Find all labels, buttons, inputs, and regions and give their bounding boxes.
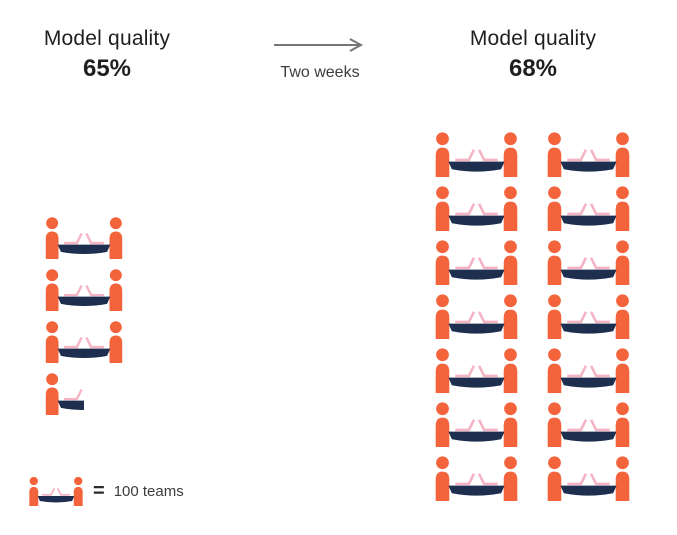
legend-label: 100 teams [113, 482, 184, 500]
transition: Two weeks [271, 36, 369, 82]
team-icon [546, 455, 631, 501]
team-icon [434, 185, 519, 231]
team-icon [546, 131, 631, 177]
team-icon [434, 401, 519, 447]
team-icon [28, 476, 84, 506]
team-icon [434, 347, 519, 393]
left-panel-header: Model quality 65% [27, 27, 187, 83]
left-panel-value: 65% [82, 55, 132, 82]
team-icon [44, 372, 84, 415]
team-icon [546, 293, 631, 339]
team-icon [546, 347, 631, 393]
team-icon [434, 239, 519, 285]
legend: = 100 teams [28, 476, 184, 506]
right-icon-group [434, 131, 631, 501]
equals-sign: = [93, 480, 105, 502]
transition-label: Two weeks [280, 64, 360, 81]
right-panel-title: Model quality [469, 27, 597, 50]
right-arrow-icon [274, 38, 364, 52]
legend-icon [28, 476, 84, 506]
team-icon [44, 216, 124, 259]
team-icon [546, 401, 631, 447]
team-icon [546, 185, 631, 231]
team-icon [546, 239, 631, 285]
left-panel-title: Model quality [43, 27, 171, 50]
team-icon [434, 455, 519, 501]
left-icon-group [44, 216, 124, 415]
right-panel-header: Model quality 68% [452, 27, 614, 83]
team-icon [44, 320, 124, 363]
team-icon [434, 131, 519, 177]
right-panel-value: 68% [508, 55, 558, 82]
team-icon [434, 293, 519, 339]
team-icon [44, 268, 124, 311]
